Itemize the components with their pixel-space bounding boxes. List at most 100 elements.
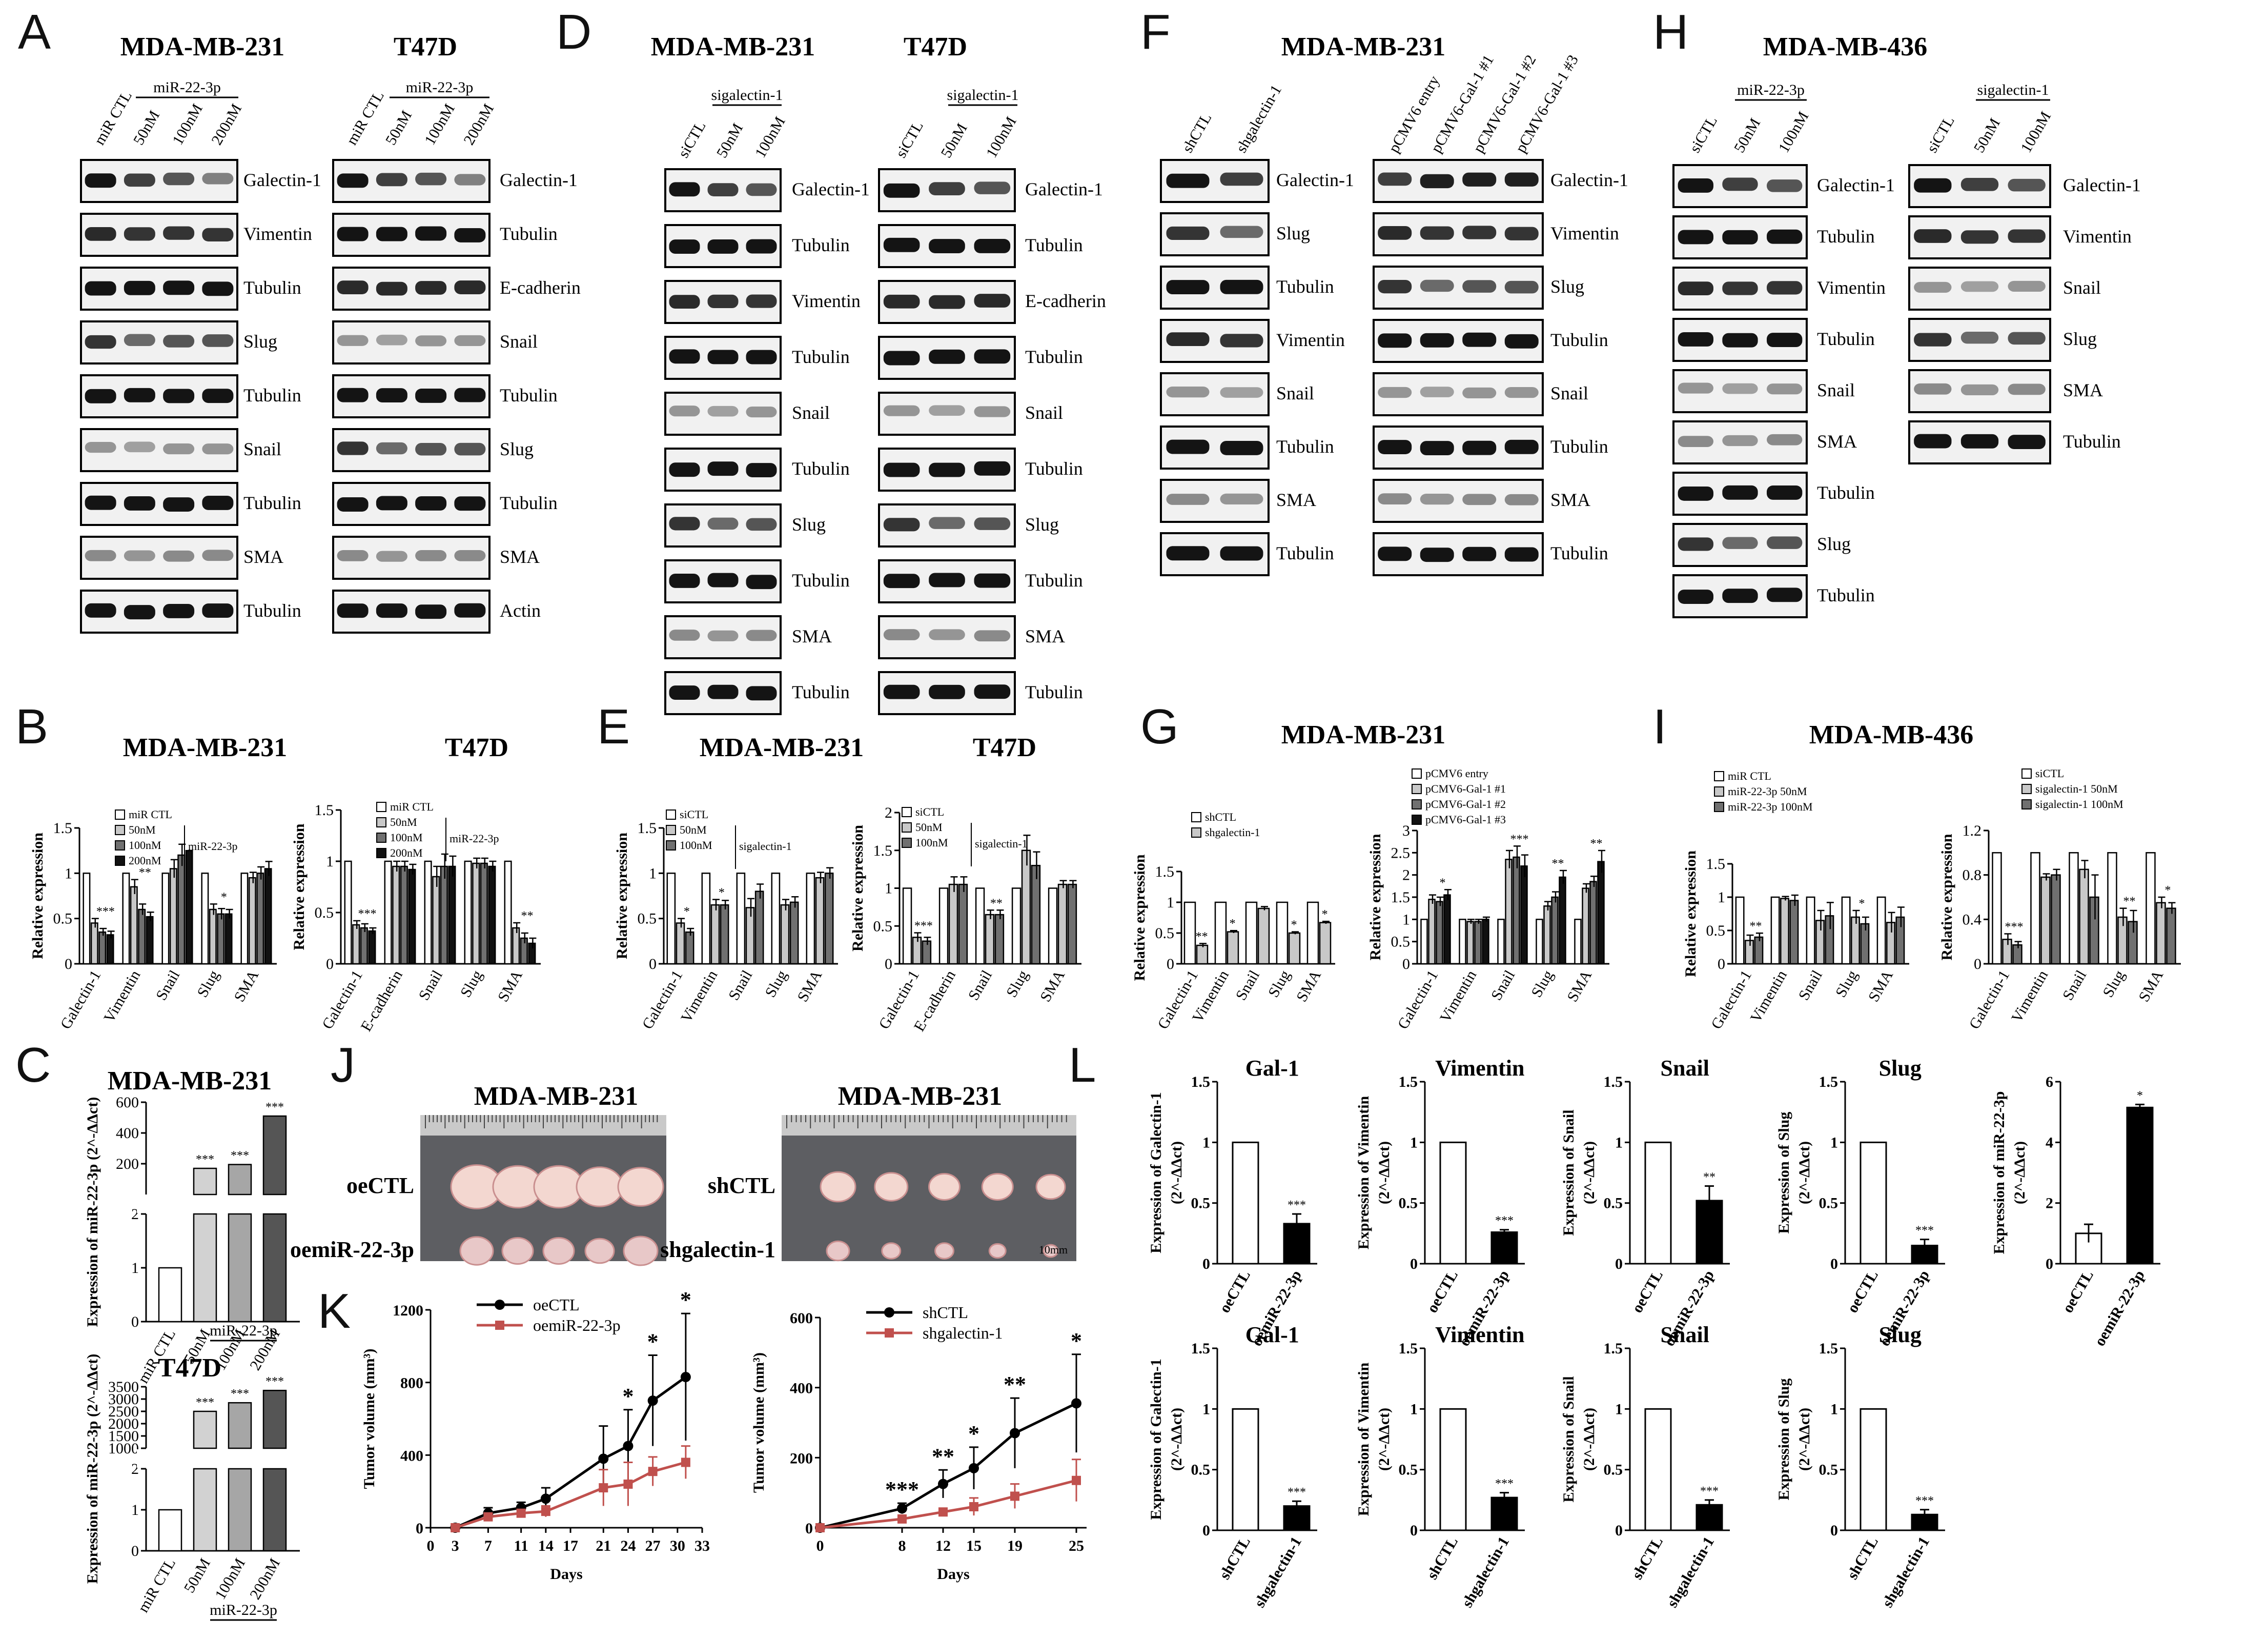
y-tick-label: 0 [65,956,72,973]
legend-label: 50nM [390,816,417,828]
tumor [826,1240,850,1262]
F-title: MDA-MB-231 [1281,32,1446,62]
A-right-lane-3: 200nM [460,101,497,148]
H-right-blot-0-band [1914,178,1952,193]
x-tick-label: shgalectin-1 [1459,1534,1513,1610]
H-left-blot-7-band [1678,537,1713,551]
bar [710,904,720,965]
y-axis-label: Relative expression [1131,854,1148,981]
D-right-blot-6-band [974,517,1011,530]
A-right-blot-3-band [454,335,486,347]
bar [1057,883,1068,965]
x-tick-label: 8 [898,1537,906,1554]
A-left-blot-4-band [124,388,155,402]
A-right-label-8: Actin [500,600,541,621]
F-left-label-7: Tubulin [1276,543,1334,563]
bar [1574,919,1582,965]
y-tick-label: 0.5 [1604,1462,1623,1479]
chart-L5: 0 2 4 6 Expression of miR-22-3p (2^-ΔΔct) oeCT… [1991,1074,2160,1349]
x-tick-label: Slug [762,967,790,1000]
y-tick-label: 1 [1615,1401,1623,1418]
bar [2089,896,2099,965]
H-right-blot-4 [1908,369,2051,413]
x-tick-label: SMA [2135,967,2167,1005]
H-right-blot-3 [1908,318,2051,362]
bar [1745,940,1754,965]
E-title_left: MDA-MB-231 [700,733,864,762]
data-point [897,1503,907,1514]
x-tick-label: 0 [427,1537,435,1554]
legend-label: 50nM [915,821,943,834]
F-left-label-2: Tubulin [1276,276,1334,297]
x-tick-label: 19 [1007,1537,1023,1554]
x-tick-label: Galectin-1 [1966,967,2013,1032]
D-left-label-3: Tubulin [792,347,850,367]
H-right-blot-2-band [1914,281,1952,293]
y-tick-label: 1 [131,1502,139,1518]
F-right-ov-blot-4 [1373,372,1544,416]
bar [958,883,968,965]
F-left-label-6: SMA [1276,490,1316,510]
legend-label: 50nM [680,823,707,836]
y-tick-label: 1 [1830,1401,1838,1418]
y-tick-label: 0 [1974,956,1981,973]
H-right-blot-2 [1908,267,2051,311]
D-left-blot-3-band [669,349,700,364]
A-right-lane-1: 50nM [382,108,415,148]
x-tick-label: 200nM [247,1555,283,1603]
D-right-blot-4-band [883,405,920,416]
x-tick-label: Galectin-1 [57,967,105,1032]
H-left-lane-1: 50nM [1731,115,1764,156]
bar [1806,896,1815,965]
H-right-blot-2-band [2008,280,2046,292]
tumor [981,1173,1014,1201]
x-tick-label: shCTL [1844,1534,1882,1582]
bar [1276,901,1289,965]
x-tick-label: 0 [816,1537,824,1554]
bar [1754,936,1764,965]
legend-swatch [1412,799,1422,809]
H-left-blot-1-band [1767,229,1803,244]
D-right-label-5: Tubulin [1025,458,1083,479]
bar [138,908,146,965]
A-left-blot-5 [80,428,238,472]
tumor [1035,1173,1066,1200]
bar-lower [228,1213,252,1323]
A-left-blot-6-band [85,495,116,510]
A-right-blot-8 [332,590,491,634]
F-right-ov-blot-6-band [1504,494,1539,505]
A-right-blot-7-band [415,550,447,561]
F-right-ov-blot-6-band [1378,493,1412,504]
y-tick-label: 1.5 [1399,1074,1418,1090]
B-title_right: T47D [445,733,508,762]
x-tick-label: Slug [1265,967,1294,1000]
J-right-photo [782,1115,1076,1262]
F-right-ov-blot-0-band [1378,172,1412,186]
legend-label: sigalectin-1 50nM [2035,782,2118,795]
D-left-lane-1: 50nM [713,120,746,161]
bar [185,849,193,965]
A-right-label-5: Slug [500,439,534,459]
significance-mark: * [622,1384,634,1409]
y-tick-label: 2000 [108,1415,139,1432]
F-left-blot-4-band [1220,387,1263,398]
y-tick-label: 1.5 [1191,1340,1211,1357]
D-right-blot-1-band [974,239,1011,253]
panel-letter-B: B [15,699,48,754]
significance-mark: * [1071,1328,1082,1353]
y-tick-label: 0 [131,1313,139,1330]
panel-letter-A: A [18,5,51,59]
A-right-blot-5-band [454,442,486,456]
F-left-blot-5-band [1220,440,1263,455]
F-right-ov-blot-1 [1373,212,1544,256]
y-tick-label: 1 [1202,1401,1210,1418]
significance-mark: *** [265,1101,284,1114]
y-axis-label: Relative expression [1938,834,1955,960]
legend-swatch [1191,812,1201,822]
y-axis-label: Relative expression [1367,834,1384,960]
legend-label: 100nM [390,831,423,844]
F-left-blot-1 [1160,212,1270,256]
bar [2156,902,2166,965]
A-left-lane-1: 50nM [130,108,163,148]
H-left-label-6: Tubulin [1817,482,1875,503]
